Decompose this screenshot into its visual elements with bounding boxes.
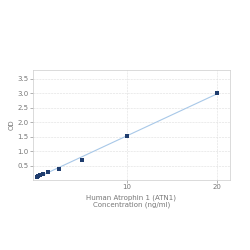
Point [58, 167, 62, 171]
Point [46, 170, 50, 174]
Point [80, 158, 84, 162]
X-axis label: Human Atrophin 1 (ATN1)
Concentration (ng/ml): Human Atrophin 1 (ATN1) Concentration (n… [86, 194, 176, 208]
Point [214, 91, 218, 95]
Point [35, 175, 39, 179]
Point [40, 172, 44, 176]
Point [125, 134, 129, 138]
Y-axis label: OD: OD [8, 120, 14, 130]
Point [36, 174, 40, 178]
Point [38, 173, 42, 177]
